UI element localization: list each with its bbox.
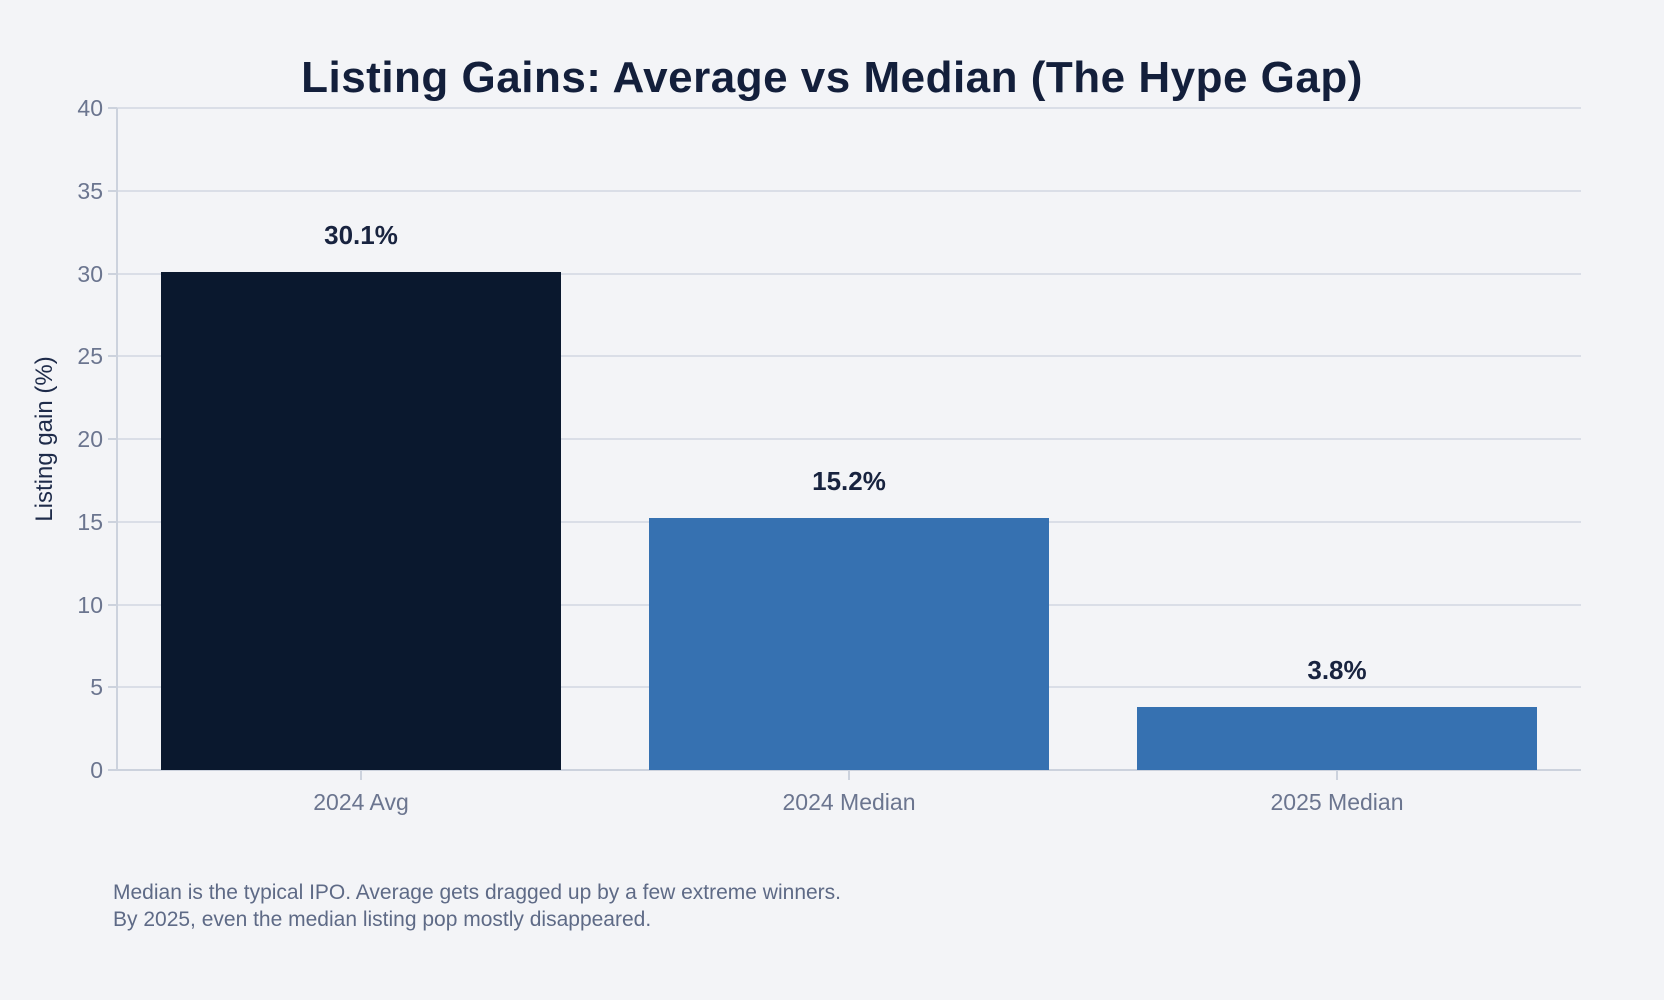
- footnote-line-2: By 2025, even the median listing pop mos…: [113, 908, 652, 931]
- gridline-y-35: [117, 189, 1581, 192]
- y-tick-mark-35: [108, 189, 117, 192]
- y-tick-mark-15: [108, 520, 117, 523]
- bar-value-label-2024-avg: 30.1%: [324, 219, 398, 250]
- gridline-y-40: [117, 107, 1581, 109]
- gridline-y-20: [117, 438, 1581, 440]
- bar-value-label-2025-median: 3.8%: [1307, 655, 1367, 686]
- y-tick-mark-30: [108, 272, 117, 275]
- bar-2025-median: [1137, 707, 1537, 770]
- y-tick-mark-40: [108, 107, 117, 109]
- x-tick-mark-2024-avg: [360, 771, 362, 780]
- y-tick-mark-5: [108, 686, 117, 689]
- x-tick-mark-2025-median: [1336, 771, 1338, 780]
- x-axis-spine: [117, 769, 1581, 771]
- y-tick-mark-20: [108, 438, 117, 440]
- y-axis-spine: [116, 108, 118, 770]
- x-tick-label-2024-median: 2024 Median: [782, 789, 916, 815]
- chart-title: Listing Gains: Average vs Median (The Hy…: [301, 53, 1363, 103]
- gridline-y-25: [117, 355, 1581, 358]
- x-tick-label-2024-avg: 2024 Avg: [313, 789, 409, 815]
- bar-2024-median: [649, 518, 1049, 770]
- y-tick-mark-10: [108, 603, 117, 606]
- y-tick-label-5: 5: [90, 674, 103, 701]
- x-tick-label-2025-median: 2025 Median: [1270, 789, 1404, 815]
- y-tick-label-40: 40: [77, 95, 103, 121]
- y-tick-label-35: 35: [77, 177, 103, 204]
- y-tick-label-0: 0: [90, 757, 103, 783]
- y-tick-label-10: 10: [77, 591, 103, 618]
- y-tick-label-30: 30: [77, 260, 103, 287]
- y-tick-mark-25: [108, 355, 117, 358]
- gridline-y-30: [117, 272, 1581, 275]
- bar-value-label-2024-median: 15.2%: [812, 466, 886, 497]
- y-tick-label-20: 20: [77, 426, 103, 452]
- footnote-line-1: Median is the typical IPO. Average gets …: [113, 881, 842, 904]
- chart-footnote: Median is the typical IPO. Average gets …: [113, 879, 841, 933]
- y-tick-label-25: 25: [77, 343, 103, 370]
- bar-2024-avg: [161, 271, 561, 770]
- y-tick-label-15: 15: [77, 508, 103, 535]
- x-tick-mark-2024-median: [848, 771, 850, 780]
- y-tick-mark-0: [108, 769, 117, 771]
